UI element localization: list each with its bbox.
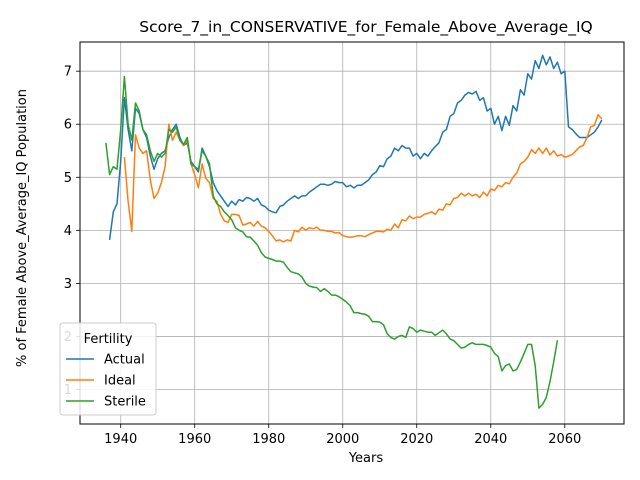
chart-title: Score_7_in_CONSERVATIVE_for_Female_Above… bbox=[139, 18, 592, 37]
x-tick-label: 2060 bbox=[548, 432, 581, 447]
grid bbox=[80, 42, 624, 424]
y-tick-label: 7 bbox=[64, 65, 72, 80]
y-tick-label: 6 bbox=[64, 118, 72, 133]
legend: Fertility Actual Ideal Sterile bbox=[59, 322, 157, 416]
x-axis: 1940 1960 1980 2000 2020 2040 2060 bbox=[104, 424, 581, 447]
legend-label-ideal: Ideal bbox=[104, 374, 136, 389]
series-line-actual bbox=[108, 54, 603, 240]
series-line-sterile bbox=[105, 75, 559, 409]
legend-title: Fertility bbox=[84, 332, 133, 347]
x-tick-label: 1940 bbox=[104, 432, 137, 447]
y-tick-label: 3 bbox=[64, 277, 72, 292]
legend-label-actual: Actual bbox=[104, 353, 145, 368]
y-tick-label: 4 bbox=[64, 224, 72, 239]
x-tick-label: 2000 bbox=[326, 432, 359, 447]
x-tick-label: 2040 bbox=[474, 432, 507, 447]
x-tick-label: 1960 bbox=[178, 432, 211, 447]
plot-frame bbox=[79, 41, 625, 425]
x-axis-label: Years bbox=[348, 451, 384, 466]
series-line-ideal bbox=[123, 113, 603, 243]
legend-label-sterile: Sterile bbox=[104, 395, 146, 410]
series-layer bbox=[105, 54, 603, 409]
plot-area bbox=[80, 42, 624, 424]
x-tick-label: 1980 bbox=[252, 432, 285, 447]
y-tick-label: 5 bbox=[64, 171, 72, 186]
y-axis-label: % of Female Above_Average_IQ Population bbox=[15, 89, 30, 367]
x-tick-label: 2020 bbox=[400, 432, 433, 447]
legend-box bbox=[59, 322, 157, 416]
legend-entries: Actual Ideal Sterile bbox=[66, 353, 146, 410]
